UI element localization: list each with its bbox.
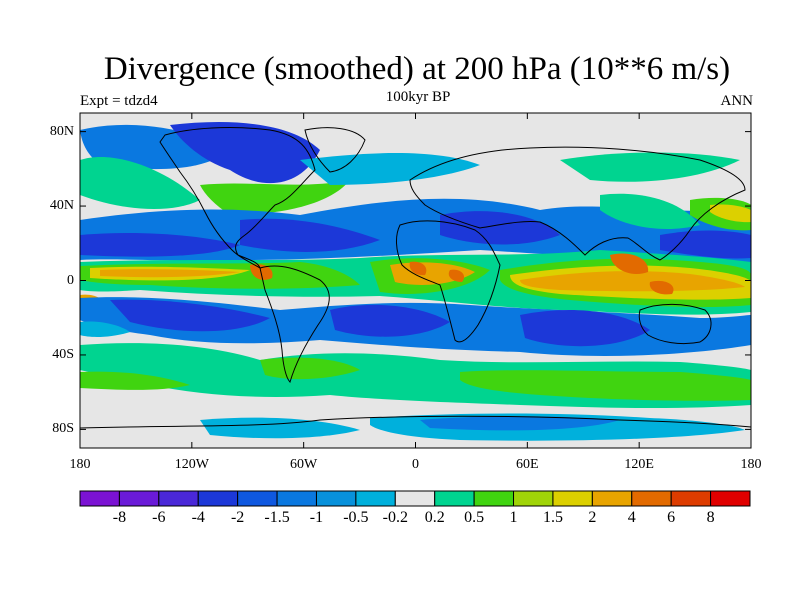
greenland-outline bbox=[304, 127, 366, 173]
field-region bbox=[100, 269, 240, 278]
field-region bbox=[80, 156, 200, 210]
lon-tick-label: 60W bbox=[290, 457, 318, 472]
axis-ticks bbox=[79, 113, 752, 448]
field-region bbox=[330, 304, 450, 337]
lat-tick-label: 80N bbox=[49, 123, 74, 139]
colorbar-label: -8 bbox=[112, 509, 127, 526]
colorbar-swatch bbox=[237, 490, 278, 507]
field-region bbox=[610, 253, 649, 275]
field-region bbox=[420, 416, 620, 431]
colorbar-label: 2 bbox=[588, 509, 597, 526]
plot-title: Divergence (smoothed) at 200 hPa (10**6 … bbox=[103, 51, 731, 87]
colorbar-swatch bbox=[591, 490, 633, 507]
field-region bbox=[170, 121, 320, 184]
field-region bbox=[710, 204, 751, 223]
colorbar-swatch bbox=[710, 490, 751, 507]
australia-outline bbox=[638, 303, 712, 345]
colorbar-swatch bbox=[355, 490, 396, 507]
field-region bbox=[448, 269, 465, 282]
colorbar-label: 4 bbox=[627, 509, 636, 526]
colorbar-label: -1.5 bbox=[264, 509, 290, 526]
colorbar-label: 1.5 bbox=[542, 509, 563, 526]
colorbar-label: 1 bbox=[509, 509, 518, 526]
colorbar-swatch bbox=[79, 490, 120, 507]
colorbar-swatch bbox=[276, 490, 317, 507]
colorbar-label: -0.5 bbox=[343, 509, 369, 526]
lon-tick-label: 0 bbox=[412, 457, 419, 472]
field-region bbox=[80, 321, 130, 337]
map-fill bbox=[80, 113, 751, 448]
colorbar-swatch bbox=[631, 490, 672, 507]
lat-tick-label: 0 bbox=[67, 272, 74, 288]
colorbar-label: 0.2 bbox=[424, 509, 445, 526]
colorbar-swatch bbox=[434, 490, 475, 507]
eurasia-outline bbox=[409, 146, 746, 261]
field-region bbox=[440, 211, 560, 245]
field-region bbox=[80, 371, 190, 390]
season-label: ANN bbox=[720, 93, 754, 109]
lat-tick-label: 80S bbox=[52, 421, 74, 437]
colorbar-swatch bbox=[552, 490, 593, 507]
field-region bbox=[460, 370, 751, 401]
lat-tick-label: 40N bbox=[49, 198, 74, 214]
colorbar-swatch bbox=[315, 490, 357, 507]
colorbar-label: -2 bbox=[230, 509, 245, 526]
lon-tick-label: 120E bbox=[624, 457, 654, 472]
colorbar-swatch bbox=[394, 490, 436, 507]
colorbar-swatch bbox=[118, 490, 160, 507]
lon-tick-label: 180 bbox=[69, 457, 91, 472]
colorbar-label: -0.2 bbox=[382, 509, 408, 526]
colorbar-swatch bbox=[473, 490, 515, 507]
field-region bbox=[260, 357, 360, 380]
colorbar bbox=[79, 490, 751, 507]
colorbar-label: -4 bbox=[191, 509, 205, 526]
north-america-outline bbox=[159, 127, 316, 270]
lon-tick-label: 120W bbox=[174, 457, 209, 472]
colorbar-label: -1 bbox=[309, 509, 324, 526]
field-region bbox=[649, 280, 674, 295]
experiment-label: Expt = tdzd4 bbox=[80, 93, 158, 109]
africa-outline bbox=[396, 220, 501, 343]
lon-tick-label: 60E bbox=[516, 457, 539, 472]
field-region bbox=[520, 310, 650, 347]
field-region bbox=[300, 153, 480, 185]
coastlines bbox=[80, 127, 751, 429]
south-america-outline bbox=[259, 265, 330, 383]
lon-tick-label: 180 bbox=[740, 457, 762, 472]
field-region bbox=[110, 299, 270, 332]
antarctica-outline bbox=[80, 415, 751, 429]
field-region bbox=[560, 152, 740, 182]
time-label: 100kyr BP bbox=[385, 89, 451, 105]
field-region bbox=[80, 198, 751, 265]
colorbar-label: 0.5 bbox=[464, 509, 485, 526]
field-region bbox=[409, 261, 427, 276]
colorbar-swatch bbox=[197, 490, 239, 507]
colorbar-label: 8 bbox=[706, 509, 715, 526]
field-region bbox=[80, 233, 240, 257]
field-region bbox=[240, 218, 380, 252]
lat-tick-label: 40S bbox=[52, 346, 74, 362]
field-region bbox=[200, 417, 360, 439]
colorbar-swatch bbox=[158, 490, 199, 507]
colorbar-swatch bbox=[670, 490, 712, 507]
field-region bbox=[200, 180, 350, 215]
field-region bbox=[600, 193, 700, 230]
field-region bbox=[520, 271, 745, 292]
colorbar-swatch bbox=[513, 490, 554, 507]
colorbar-label: -6 bbox=[152, 509, 166, 526]
field-region bbox=[660, 230, 751, 259]
colorbar-label: 6 bbox=[667, 509, 676, 526]
